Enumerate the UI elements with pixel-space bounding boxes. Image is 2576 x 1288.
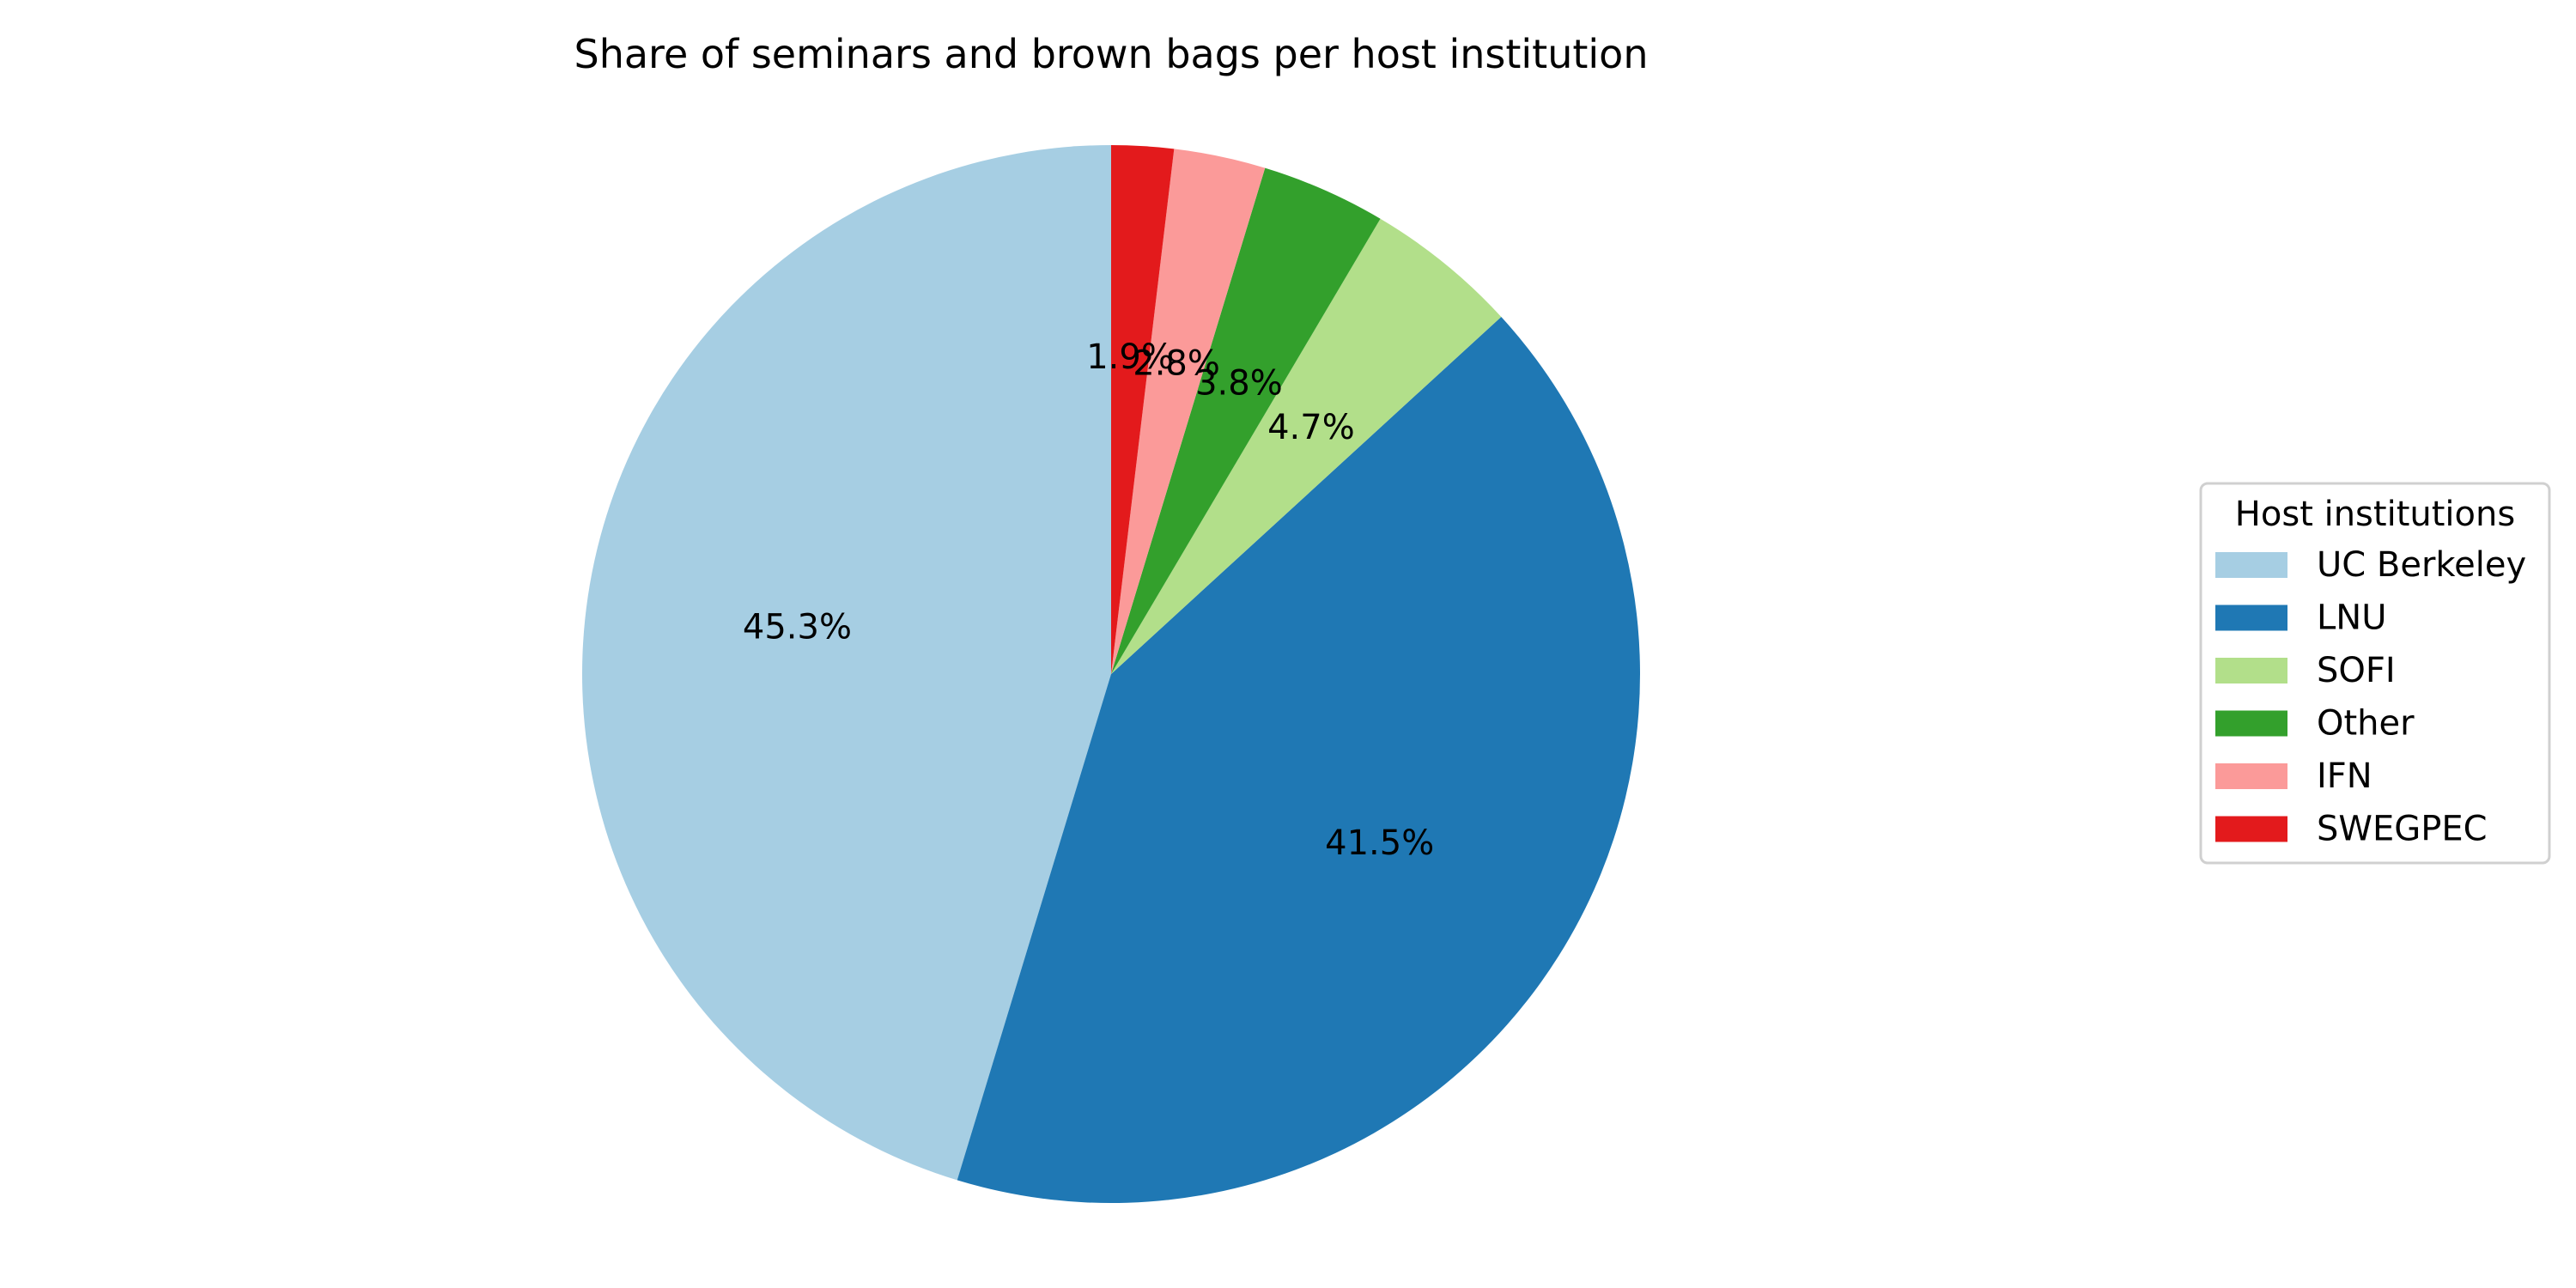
legend: Host institutions UC Berkeley LNU SOFI Othe… — [2199, 482, 2551, 865]
legend-swatch-swegpec — [2215, 816, 2287, 842]
pie-slice-lnu — [957, 316, 1640, 1203]
legend-swatch-ifn — [2215, 763, 2287, 789]
legend-label-ifn: IFN — [2317, 756, 2372, 796]
legend-label-swegpec: SWEGPEC — [2317, 810, 2488, 849]
pct-label-sofi: 4.7% — [1267, 408, 1355, 447]
legend-label-sofi: SOFI — [2317, 651, 2396, 690]
legend-swatch-sofi — [2215, 658, 2287, 683]
pct-label-lnu: 41.5% — [1325, 823, 1434, 863]
legend-label-lnu: LNU — [2317, 598, 2386, 638]
pie-slice-uc-berkeley — [582, 145, 1111, 1181]
pct-label-swegpec: 1.9% — [1086, 337, 1174, 377]
legend-swatch-uc-berkeley — [2215, 552, 2287, 578]
legend-label-other: Other — [2317, 704, 2415, 744]
chart-title: Share of seminars and brown bags per hos… — [574, 31, 1649, 77]
legend-swatch-other — [2215, 710, 2287, 737]
pie-slice-sofi — [1111, 218, 1502, 675]
pie-percent-labels: 45.3% 41.5% 4.7% 3.8%2.8%1.9% — [743, 337, 1434, 863]
pct-label-uc-berkeley: 45.3% — [743, 608, 852, 647]
legend-label-uc-berkeley: UC Berkeley — [2317, 545, 2526, 585]
legend-title: Host institutions — [2235, 495, 2515, 534]
legend-items: UC Berkeley LNU SOFI Other IFN SWEGPEC — [2215, 545, 2526, 849]
legend-frame — [2199, 482, 2551, 865]
pct-label-ifn: 2.8% — [1133, 343, 1220, 383]
pie-slices — [582, 145, 1640, 1203]
legend-swatch-lnu — [2215, 605, 2287, 631]
pie-slice-ifn — [1111, 149, 1266, 674]
pie-slice-swegpec — [1111, 145, 1175, 674]
pct-label-other: 3.8% — [1195, 364, 1283, 404]
pie-slice-other — [1111, 167, 1381, 674]
